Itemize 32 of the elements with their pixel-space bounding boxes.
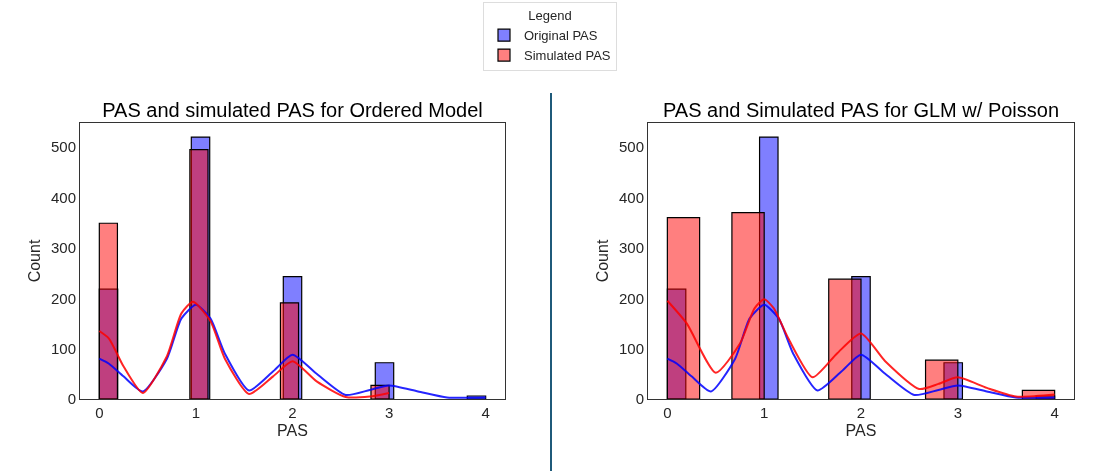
y-tick-label: 200: [618, 289, 644, 307]
y-tick-label: 400: [50, 188, 76, 206]
y-tick-label: 200: [50, 289, 76, 307]
y-tick-label: 100: [618, 339, 644, 357]
x-tick-label: 3: [384, 404, 394, 421]
x-tick-label: 2: [856, 404, 866, 421]
legend-title: Legend: [528, 8, 572, 24]
y-axis-title: Count: [593, 239, 611, 283]
y-tick-label: 300: [50, 239, 76, 257]
legend-label: Simulated PAS: [524, 48, 611, 64]
x-axis-title: PAS: [845, 421, 877, 439]
x-tick-label: 3: [953, 404, 962, 421]
x-tick-label: 0: [663, 404, 672, 421]
x-tick-label: 2: [288, 404, 297, 421]
x-tick-label: 0: [95, 404, 104, 421]
y-tick-label: 500: [50, 138, 76, 156]
y-tick-label: 0: [635, 390, 644, 408]
chart-title: PAS and Simulated PAS for GLM w/ Poisson: [662, 99, 1060, 121]
x-tick-label: 1: [760, 404, 769, 421]
x-axis-title: PAS: [277, 421, 308, 439]
x-tick-label: 4: [481, 404, 490, 421]
x-tick-label: 1: [191, 404, 201, 421]
line-series: [98, 303, 487, 399]
legend-label: Original PAS: [524, 28, 598, 44]
chart-title: PAS and simulated PAS for Ordered Model: [102, 99, 483, 121]
y-tick-label: 500: [618, 138, 644, 156]
y-tick-label: 300: [618, 239, 644, 257]
y-tick-label: 0: [67, 390, 76, 408]
y-tick-label: 400: [618, 188, 644, 206]
y-axis-title: Count: [25, 239, 43, 283]
y-tick-label: 100: [50, 339, 76, 357]
x-tick-label: 4: [1050, 404, 1059, 421]
